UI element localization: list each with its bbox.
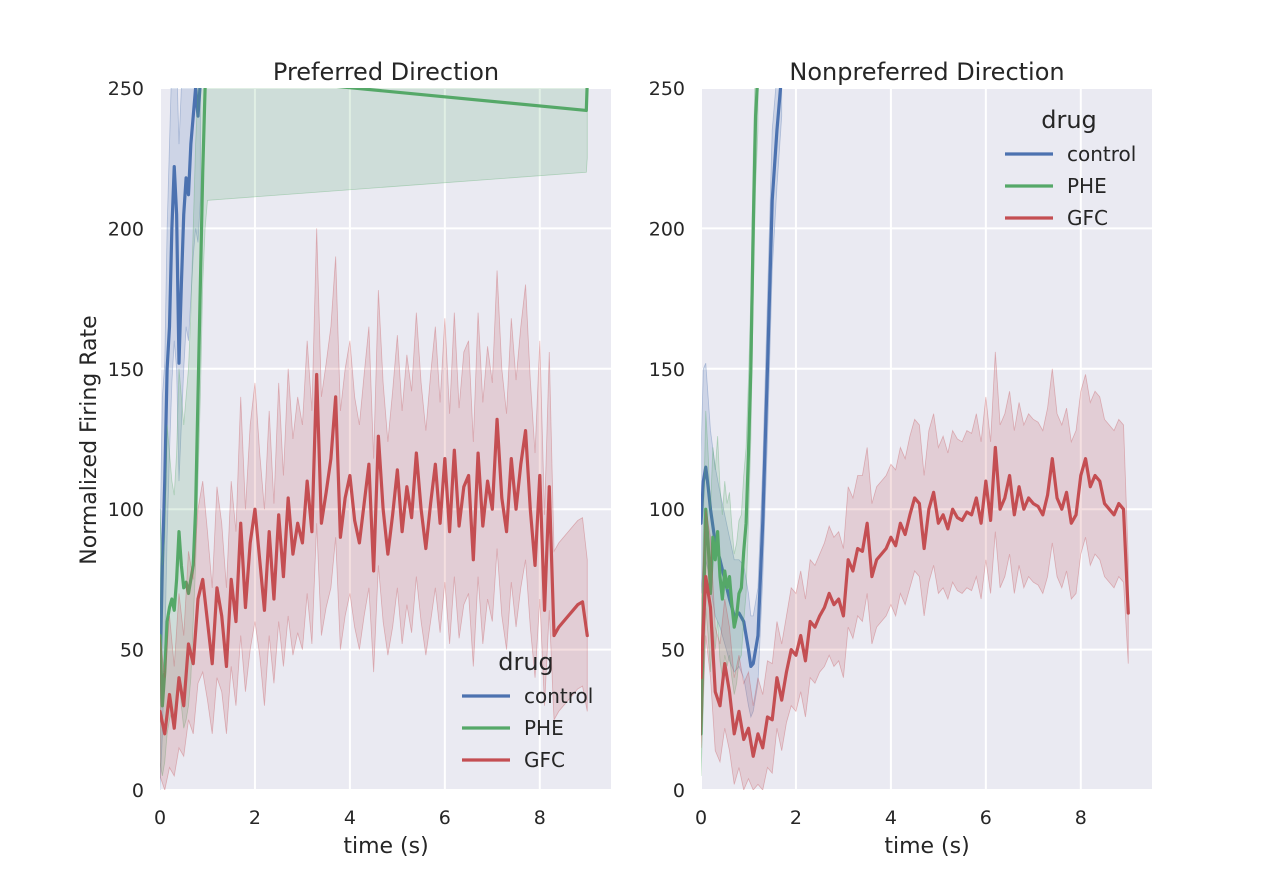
y-tick-labels: 0 50 100 150 200 250 [649, 78, 685, 802]
x-tick-label: 0 [154, 807, 166, 829]
grid-lines [159, 87, 611, 791]
series-line-control [701, 88, 783, 669]
series-band-gfc [160, 228, 588, 790]
legend: drug control PHE GFC [462, 648, 593, 772]
series-line-phe [701, 88, 759, 736]
series-line-gfc [701, 445, 1130, 758]
y-tick-label: 100 [649, 499, 685, 521]
legend-title: drug [498, 648, 554, 676]
y-tick-label: 200 [108, 218, 144, 240]
series-band-gfc [701, 351, 1129, 790]
y-tick-label: 50 [661, 640, 685, 662]
x-tick-label: 0 [695, 807, 707, 829]
series-line-phe [160, 88, 589, 708]
y-tick-label: 100 [108, 499, 144, 521]
y-tick-labels: 0 50 100 150 200 250 [108, 78, 144, 802]
y-tick-label: 250 [649, 78, 685, 100]
y-tick-label: 150 [108, 359, 144, 381]
legend-entry-control: control [524, 684, 593, 708]
chart-title: Nonpreferred Direction [789, 58, 1064, 86]
y-tick-label: 0 [673, 780, 685, 802]
legend-entry-gfc: GFC [1067, 206, 1108, 230]
legend-title: drug [1041, 106, 1097, 134]
y-tick-label: 50 [120, 640, 144, 662]
series-line-control [160, 88, 202, 680]
x-tick-label: 8 [534, 807, 546, 829]
plot-background [701, 88, 1152, 790]
x-tick-labels: 0 2 4 6 8 [154, 807, 546, 829]
x-axis-label: time (s) [884, 834, 969, 859]
data-layer [701, 88, 1130, 790]
x-tick-label: 4 [885, 807, 897, 829]
y-tick-label: 250 [108, 78, 144, 100]
chart-panel-preferred: Preferred Direction time (s) Normalized … [77, 58, 611, 859]
y-axis-label: Normalized Firing Rate [77, 315, 102, 564]
legend-entry-phe: PHE [1067, 174, 1107, 198]
x-tick-label: 6 [980, 807, 992, 829]
y-tick-label: 150 [649, 359, 685, 381]
x-tick-label: 8 [1075, 807, 1087, 829]
x-tick-labels: 0 2 4 6 8 [695, 807, 1087, 829]
legend-entry-phe: PHE [524, 716, 564, 740]
plot-background [160, 88, 611, 790]
data-layer [160, 88, 589, 790]
chart-panel-nonpreferred: Nonpreferred Direction time (s) 0 2 4 6 8 0 5… [649, 58, 1152, 859]
y-tick-label: 0 [132, 780, 144, 802]
legend: drug control PHE GFC [1005, 106, 1136, 230]
series-line-gfc [160, 372, 589, 736]
legend-entry-gfc: GFC [524, 748, 565, 772]
x-tick-label: 4 [344, 807, 356, 829]
x-axis-label: time (s) [343, 834, 428, 859]
x-tick-label: 2 [249, 807, 261, 829]
legend-entry-control: control [1067, 142, 1136, 166]
series-band-phe [701, 88, 759, 776]
chart-title: Preferred Direction [273, 58, 499, 86]
x-tick-label: 6 [439, 807, 451, 829]
y-tick-label: 200 [649, 218, 685, 240]
x-tick-label: 2 [790, 807, 802, 829]
